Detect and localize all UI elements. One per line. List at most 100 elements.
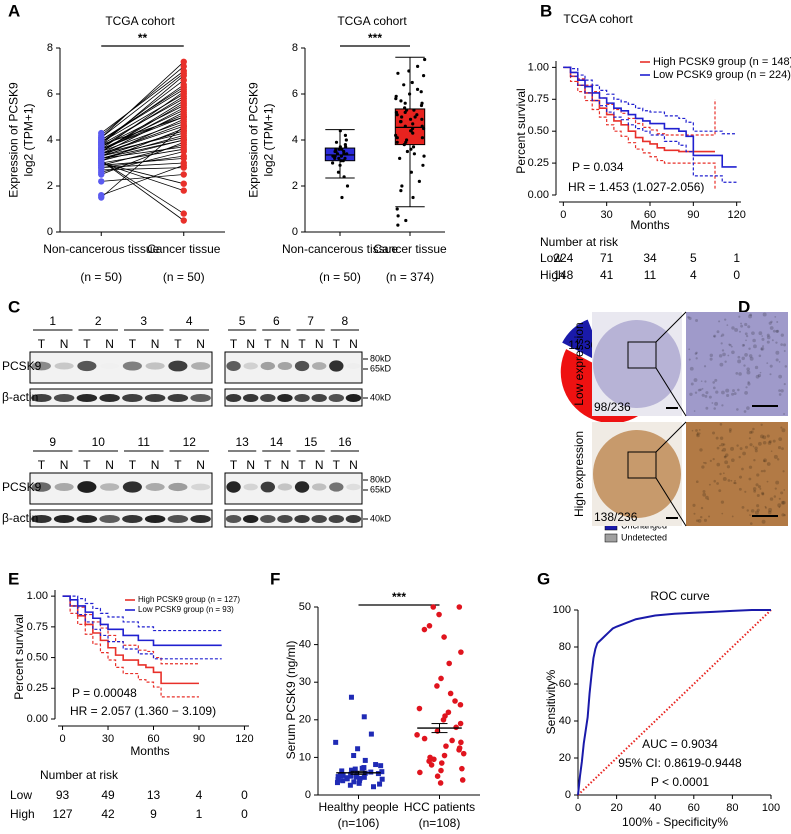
annotation: HR = 2.057 (1.360 − 3.109) xyxy=(70,704,216,718)
texture xyxy=(766,333,770,337)
data-point xyxy=(399,99,403,103)
risk-value: 11 xyxy=(644,268,657,282)
texture xyxy=(696,431,699,434)
risk-value: 148 xyxy=(553,268,573,282)
band xyxy=(294,360,310,372)
data-point xyxy=(419,90,423,94)
texture xyxy=(760,348,763,351)
data-point xyxy=(443,743,449,749)
texture xyxy=(712,431,716,435)
blot-frame xyxy=(224,472,363,505)
category-note: (n = 50) xyxy=(80,270,122,284)
lane-label: T xyxy=(264,337,272,351)
data-point xyxy=(411,122,415,126)
data-point xyxy=(460,750,467,757)
texture xyxy=(778,374,783,379)
y-axis-label: Expression of PCSK9 xyxy=(247,82,261,198)
band xyxy=(260,481,276,493)
y-tick-label: 0.00 xyxy=(528,189,549,201)
data-point xyxy=(421,735,428,742)
data-point xyxy=(440,717,447,723)
data-point xyxy=(431,756,437,763)
legend-label: High PCSK9 group (n = 127) xyxy=(138,595,240,604)
risk-value: 4 xyxy=(196,788,203,802)
band xyxy=(260,394,276,402)
x-tick-label: 40 xyxy=(649,802,661,814)
data-point xyxy=(180,97,187,105)
data-point xyxy=(453,724,459,731)
texture xyxy=(687,315,690,319)
data-point xyxy=(371,784,377,790)
x-tick-label: 90 xyxy=(687,209,699,221)
texture xyxy=(703,461,705,464)
texture xyxy=(730,345,733,348)
y-axis-label: Percent survival xyxy=(12,614,26,699)
texture xyxy=(697,519,702,523)
texture xyxy=(759,371,762,374)
data-point xyxy=(413,115,417,119)
data-point xyxy=(180,180,187,187)
data-point xyxy=(446,660,452,667)
row-label: PCSK9 xyxy=(2,359,42,373)
band xyxy=(329,360,344,372)
marker-label: 65kD xyxy=(370,363,392,373)
band xyxy=(31,482,51,492)
legend-label: Low PCSK9 group (n = 224) xyxy=(653,69,791,81)
data-point xyxy=(98,152,105,160)
data-point xyxy=(395,207,399,211)
texture xyxy=(698,428,701,431)
texture xyxy=(773,454,778,459)
data-point xyxy=(361,714,367,720)
x-tick-label: 120 xyxy=(727,209,745,221)
row-label: Low expression xyxy=(572,322,586,405)
data-point xyxy=(373,762,379,768)
texture xyxy=(777,503,782,508)
band xyxy=(53,394,75,402)
texture xyxy=(758,331,763,336)
texture xyxy=(720,342,723,345)
texture xyxy=(702,490,706,494)
texture xyxy=(753,344,757,349)
y-axis-label: log2 (TPM+1) xyxy=(262,103,276,176)
texture xyxy=(766,480,769,483)
texture xyxy=(780,426,783,429)
risk-value: 34 xyxy=(643,251,657,265)
band xyxy=(31,515,52,523)
texture xyxy=(730,479,733,482)
texture xyxy=(745,339,747,342)
band xyxy=(277,394,293,402)
x-tick-label: 120 xyxy=(235,733,253,745)
data-point xyxy=(379,776,385,782)
data-point xyxy=(180,123,187,130)
significance-label: *** xyxy=(368,31,382,45)
lane-label: T xyxy=(83,458,91,472)
data-point xyxy=(342,175,346,179)
data-point xyxy=(348,772,354,778)
band xyxy=(191,483,211,491)
texture xyxy=(738,475,743,479)
annotation: AUC = 0.9034 xyxy=(642,737,718,751)
texture xyxy=(761,337,765,341)
texture xyxy=(762,345,764,348)
data-point xyxy=(416,64,420,68)
blot-frame xyxy=(224,509,363,528)
texture xyxy=(770,450,773,452)
texture xyxy=(695,319,699,323)
data-point xyxy=(404,218,408,223)
zoom-line xyxy=(655,367,687,417)
risk-value: 49 xyxy=(101,788,115,802)
texture xyxy=(713,335,716,338)
data-point xyxy=(180,162,187,169)
pair-line xyxy=(101,139,184,162)
texture xyxy=(707,498,710,501)
x-tick-label: 80 xyxy=(726,802,738,814)
band xyxy=(167,394,189,402)
texture xyxy=(747,325,751,329)
data-point xyxy=(361,774,367,780)
texture xyxy=(720,442,725,447)
data-point xyxy=(333,739,339,745)
texture xyxy=(781,513,785,517)
data-point xyxy=(396,223,400,227)
texture xyxy=(719,444,721,447)
texture xyxy=(756,508,760,512)
